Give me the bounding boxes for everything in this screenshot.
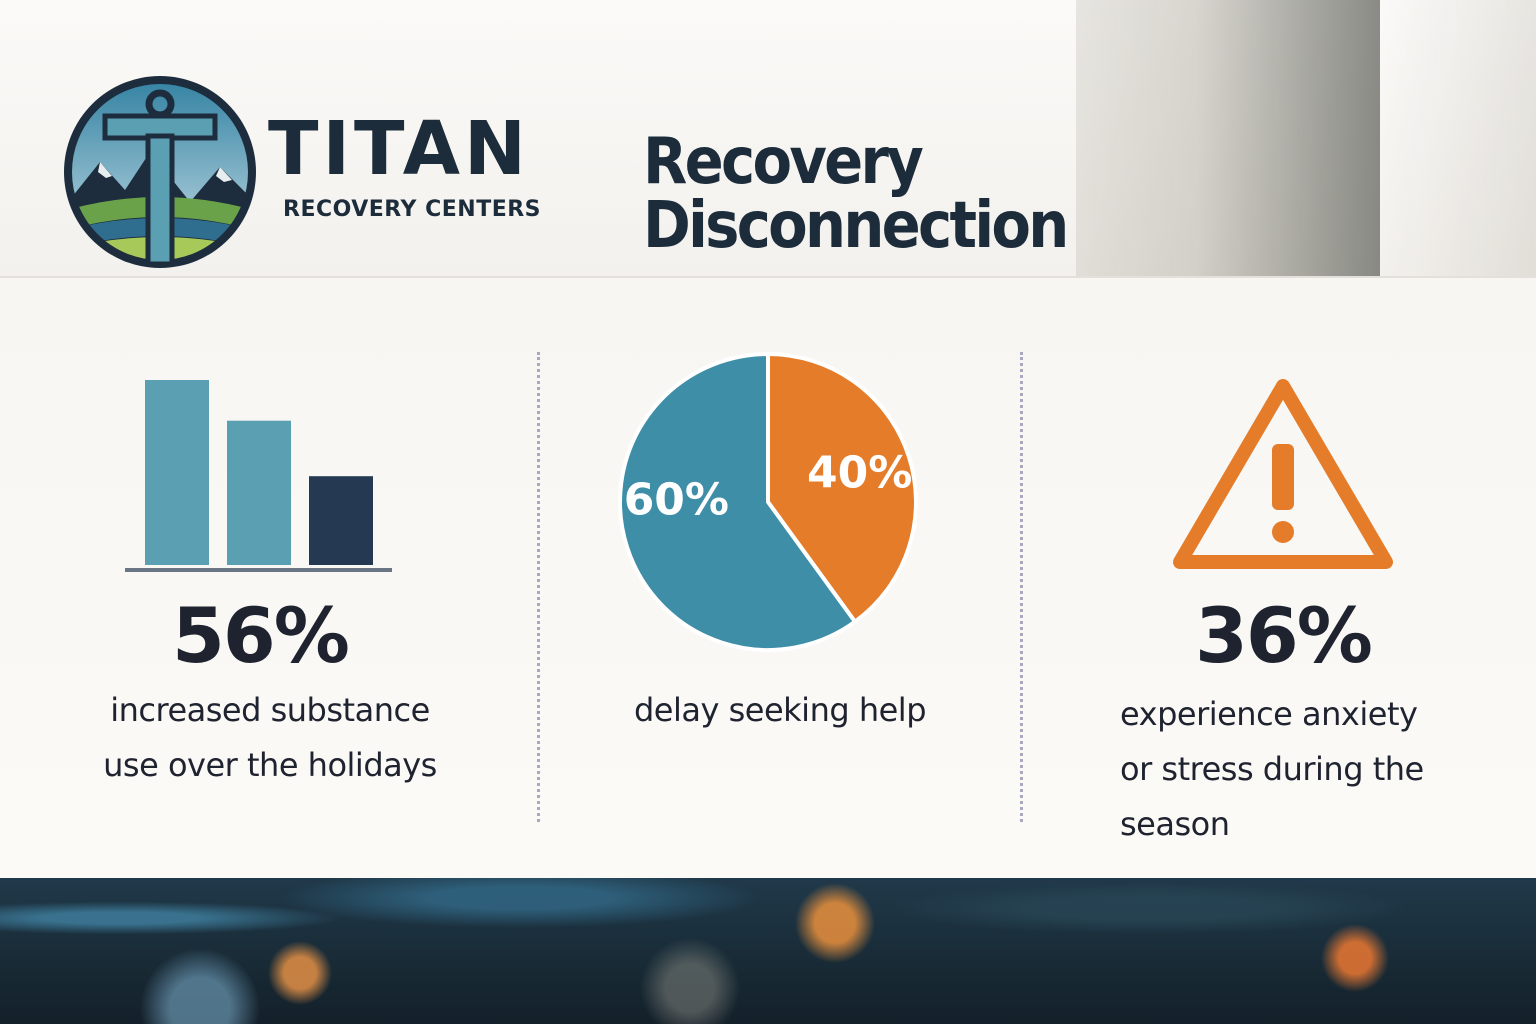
column-divider xyxy=(1020,352,1023,822)
caption-line: delay seeking help xyxy=(633,691,927,729)
anchor-mountain-logo-icon xyxy=(64,76,256,268)
bar xyxy=(145,380,209,565)
stat-value-substance: 56% xyxy=(172,591,350,680)
caption-line: use over the holidays xyxy=(103,746,437,784)
exclamation-bar xyxy=(1272,444,1294,510)
stat-caption-substance: increased substance use over the holiday… xyxy=(60,683,480,793)
header xyxy=(0,0,1536,276)
header-divider xyxy=(0,276,1536,278)
stat-value-anxiety: 36% xyxy=(1195,591,1373,680)
caption-line: experience anxiety xyxy=(1120,695,1418,733)
column-divider xyxy=(537,352,540,822)
exclamation-dot xyxy=(1272,521,1294,543)
brand-subtitle: RECOVERY CENTERS xyxy=(283,197,542,222)
stat-caption-anxiety: experience anxiety or stress during the … xyxy=(1120,687,1500,852)
pie-chart-icon: 40% 60% xyxy=(618,352,918,652)
caption-line: season xyxy=(1120,805,1230,843)
warning-icon xyxy=(1173,379,1393,569)
caption-line: or stress during the xyxy=(1120,750,1424,788)
pie-slice-label: 40% xyxy=(807,447,912,498)
brand-name: TITAN xyxy=(268,106,530,192)
page-title: Recovery Disconnection xyxy=(643,125,1069,263)
bar xyxy=(227,420,291,565)
pie-slice xyxy=(766,352,918,624)
bar xyxy=(309,476,373,565)
footer-bokeh-background xyxy=(0,878,1536,1024)
caption-line: increased substance xyxy=(110,691,430,729)
stat-caption-delay: delay seeking help xyxy=(560,683,1000,738)
bar-chart-icon xyxy=(125,380,392,572)
pie-slice xyxy=(618,352,857,652)
pie-slice-label: 60% xyxy=(624,475,729,526)
header-bokeh-background xyxy=(1076,0,1536,276)
